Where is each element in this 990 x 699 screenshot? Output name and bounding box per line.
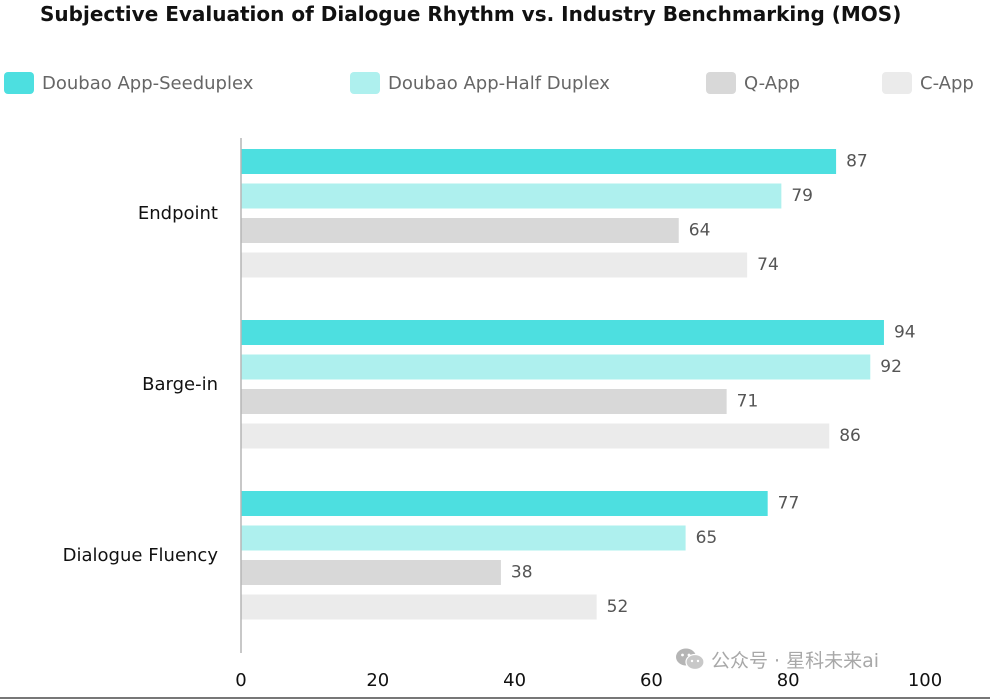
x-tick-label: 80: [777, 670, 800, 691]
bar: [241, 525, 686, 551]
legend-item: Doubao App-Half Duplex: [350, 68, 610, 98]
bottom-divider: [0, 697, 990, 699]
bar: [241, 423, 830, 449]
bar-value-label: 92: [880, 357, 902, 377]
legend-label: Doubao App-Seeduplex: [42, 72, 254, 94]
bar-value-label: 38: [511, 563, 533, 583]
legend-item: Doubao App-Seeduplex: [4, 68, 253, 98]
bar-value-label: 52: [607, 597, 629, 617]
bar: [241, 320, 884, 345]
bar: [241, 491, 768, 516]
legend-label: Q-App: [744, 72, 800, 94]
category-label: Dialogue Fluency: [63, 545, 219, 566]
watermark-text: 公众号 · 星科未来ai: [711, 649, 880, 672]
bar: [241, 252, 748, 278]
bar: [241, 183, 782, 209]
bar-value-label: 77: [778, 494, 800, 514]
legend-swatch: [350, 72, 380, 94]
x-tick-label: 100: [908, 670, 942, 691]
legend-label: C-App: [920, 72, 974, 94]
category-label: Endpoint: [138, 203, 218, 224]
legend-swatch: [706, 72, 736, 94]
bar-value-label: 74: [757, 255, 779, 275]
watermark: 公众号 · 星科未来ai: [675, 646, 879, 672]
bar: [241, 218, 679, 243]
bar: [241, 594, 597, 620]
bar-value-label: 71: [737, 392, 759, 412]
chart-title: Subjective Evaluation of Dialogue Rhythm…: [40, 2, 902, 26]
bar: [241, 560, 501, 585]
bar-value-label: 87: [846, 152, 868, 172]
legend-swatch: [882, 72, 912, 94]
bar-value-label: 65: [696, 528, 718, 548]
bar-value-label: 79: [791, 186, 813, 206]
x-tick-label: 20: [366, 670, 389, 691]
bar-value-label: 94: [894, 323, 916, 343]
bar: [241, 389, 727, 414]
bar: [241, 354, 871, 380]
legend-label: Doubao App-Half Duplex: [388, 72, 610, 94]
x-tick-label: 0: [235, 670, 246, 691]
chart-legend: Doubao App-Seeduplex Doubao App-Half Dupl…: [0, 68, 990, 98]
category-label: Barge-in: [142, 374, 218, 395]
legend-item: Q-App: [706, 68, 800, 98]
bar: [241, 149, 837, 174]
x-tick-label: 60: [640, 670, 663, 691]
wechat-icon: [676, 648, 705, 671]
legend-item: C-App: [882, 68, 974, 98]
bar-value-label: 64: [689, 221, 711, 241]
legend-swatch: [4, 72, 34, 94]
bar-value-label: 86: [839, 426, 861, 446]
x-tick-label: 40: [503, 670, 526, 691]
